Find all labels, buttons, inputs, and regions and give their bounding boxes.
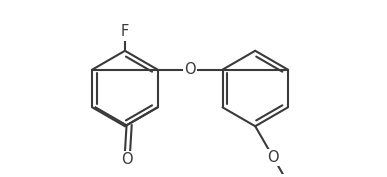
Text: O: O [184,62,196,77]
Text: O: O [267,150,279,165]
Text: F: F [121,24,129,39]
Text: O: O [122,152,133,167]
